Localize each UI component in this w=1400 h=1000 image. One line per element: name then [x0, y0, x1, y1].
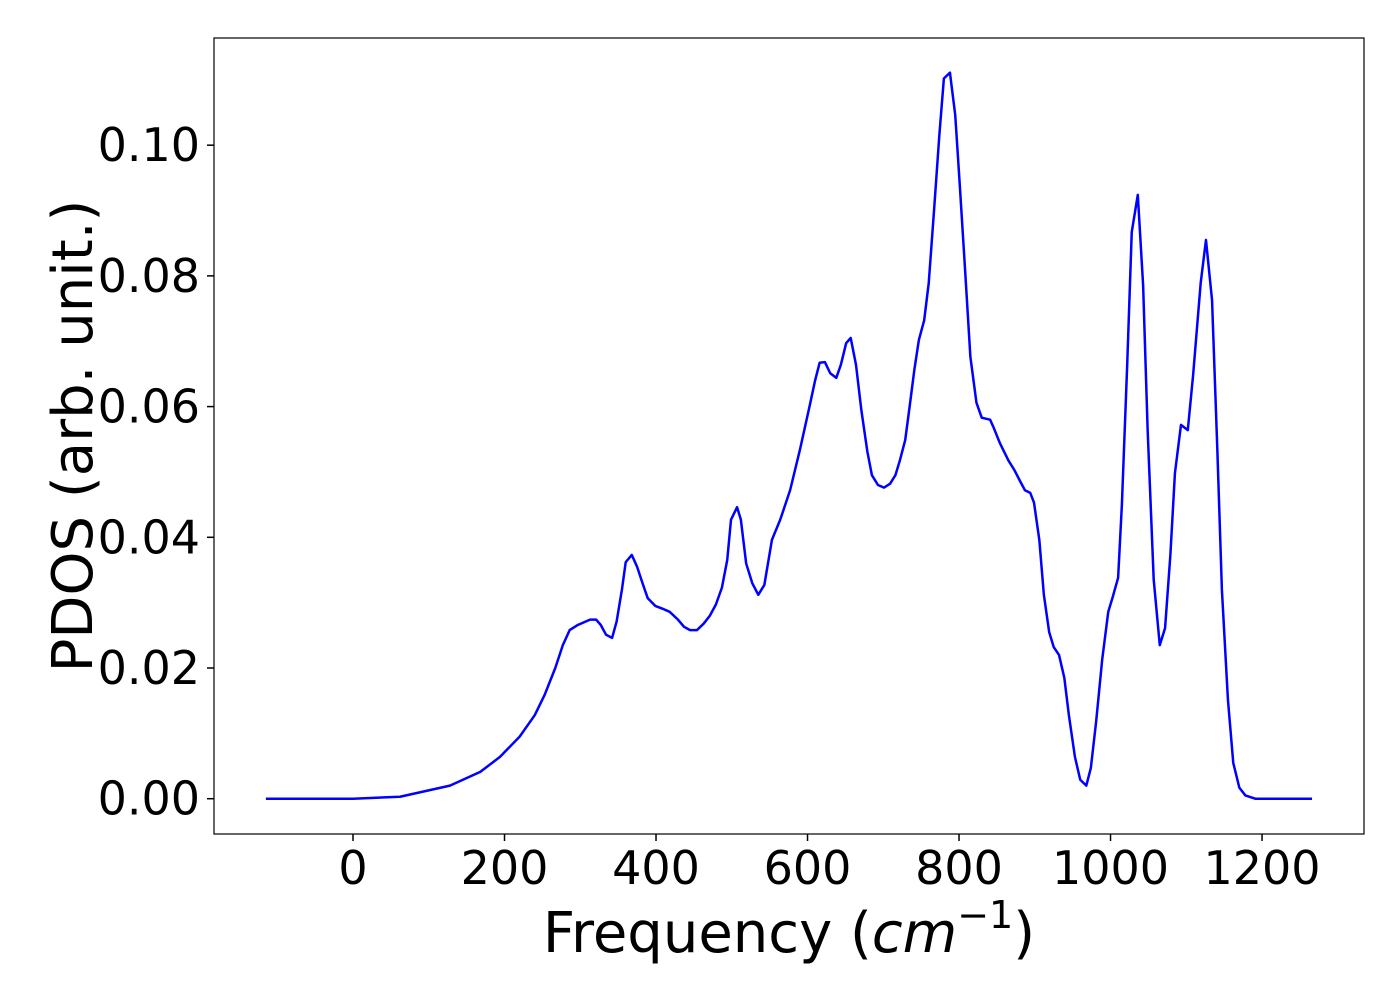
y-tick-label: 0.06 [98, 380, 200, 434]
y-tick-label: 0.00 [98, 772, 200, 826]
x-tick-label: 1000 [1052, 841, 1169, 895]
y-tick-label: 0.10 [98, 118, 200, 172]
x-tick-label: 800 [915, 841, 1003, 895]
data-line [265, 71, 1313, 800]
x-axis-label: Frequency (cm−1) [543, 893, 1035, 966]
y-axis-label: PDOS (arb. unit.) [41, 200, 106, 673]
x-tick-label: 200 [461, 841, 549, 895]
plot-frame [213, 37, 1365, 835]
x-label-text: Frequency ( [543, 901, 872, 966]
x-label-unit: cm [872, 901, 957, 966]
x-tick-label: 1200 [1203, 841, 1320, 895]
x-label-exponent: −1 [957, 893, 1013, 937]
x-tick-label: 600 [764, 841, 852, 895]
y-tick-label: 0.04 [98, 510, 200, 564]
x-tick-label: 0 [338, 841, 367, 895]
x-tick-label: 400 [612, 841, 700, 895]
y-tick-label: 0.08 [98, 249, 200, 303]
x-label-close: ) [1013, 901, 1035, 966]
y-tick-label: 0.02 [98, 641, 200, 695]
